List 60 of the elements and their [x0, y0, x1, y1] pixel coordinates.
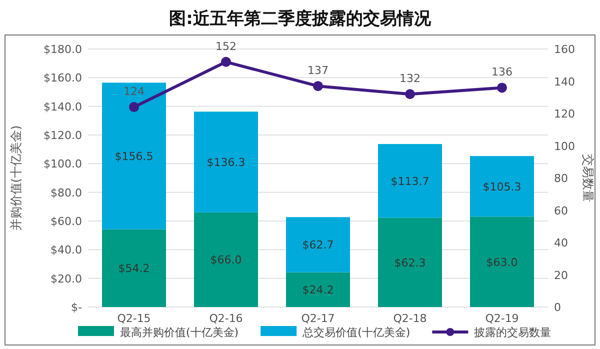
bar	[194, 212, 258, 307]
x-tick-label: Q2-18	[393, 312, 427, 325]
total-label: $156.5	[114, 150, 154, 163]
y-tick-label: $40.0	[50, 244, 82, 257]
bar	[194, 112, 258, 212]
y-tick-label: $20.0	[50, 272, 82, 286]
point	[497, 82, 507, 93]
y2-tick-label: 160	[554, 43, 575, 56]
point	[405, 89, 415, 100]
point	[221, 56, 231, 67]
data-label: 152	[216, 40, 236, 53]
bar	[102, 229, 166, 307]
y-tick-label: $120.0	[44, 129, 82, 142]
bar	[102, 82, 166, 230]
y2-tick-label: 80	[554, 172, 568, 185]
x-tick-label: Q2-19	[485, 312, 519, 325]
total-label: $62.7	[302, 238, 334, 252]
y-tick-label: $80.0	[50, 186, 82, 200]
data-label: $63.0	[486, 256, 518, 269]
point	[129, 102, 139, 112]
bar	[378, 218, 442, 307]
chart-title: 图:近五年第二季度披露的交易情况	[169, 9, 432, 29]
total-label: $136.3	[206, 156, 246, 170]
y2-tick-label: 140	[554, 75, 575, 88]
y2-tick-label: 60	[554, 204, 568, 218]
legend-label: 披露的交易数量	[474, 326, 552, 339]
data-label: $62.3	[394, 256, 426, 270]
x-tick-label: Q2-17	[301, 312, 335, 325]
data-label: $54.2	[118, 262, 150, 276]
bar	[470, 216, 534, 307]
data-label: 136	[492, 66, 512, 79]
y2-tick-label: 100	[554, 140, 575, 153]
data-label: 124	[124, 85, 144, 98]
y-tick-label: $60.0	[50, 215, 82, 228]
x-tick-label: Q2-15	[117, 312, 151, 325]
data-label: $66.0	[210, 254, 242, 267]
data-label: 137	[308, 64, 328, 78]
point	[313, 81, 323, 92]
y-axis-title: 并购价值(十亿美金)	[9, 125, 23, 231]
y2-axis-title: 交易数量	[581, 154, 595, 202]
bar	[378, 144, 442, 218]
y2-tick-label: 0	[554, 301, 561, 314]
y-tick-label: $100.0	[44, 158, 82, 171]
bar	[470, 156, 534, 217]
data-label: $24.2	[302, 284, 334, 297]
legend-label: 总交易价值(十亿美金)	[302, 326, 410, 339]
total-label: $105.3	[482, 180, 522, 194]
y-tick-label: $-	[71, 301, 82, 314]
total-label: $113.7	[390, 174, 430, 188]
y-tick-label: $140.0	[44, 100, 82, 114]
bar	[286, 217, 350, 272]
bar	[286, 272, 350, 307]
y-tick-label: $160.0	[44, 72, 82, 85]
y2-tick-label: 20	[554, 268, 568, 282]
data-label: 132	[400, 72, 420, 86]
y2-tick-label: 40	[554, 236, 568, 250]
y-tick-label: $180.0	[44, 43, 82, 56]
y2-tick-label: 120	[554, 108, 575, 120]
legend-label: 最高并购价值(十亿美金)	[120, 326, 239, 339]
x-tick-label: Q2-16	[209, 312, 243, 325]
